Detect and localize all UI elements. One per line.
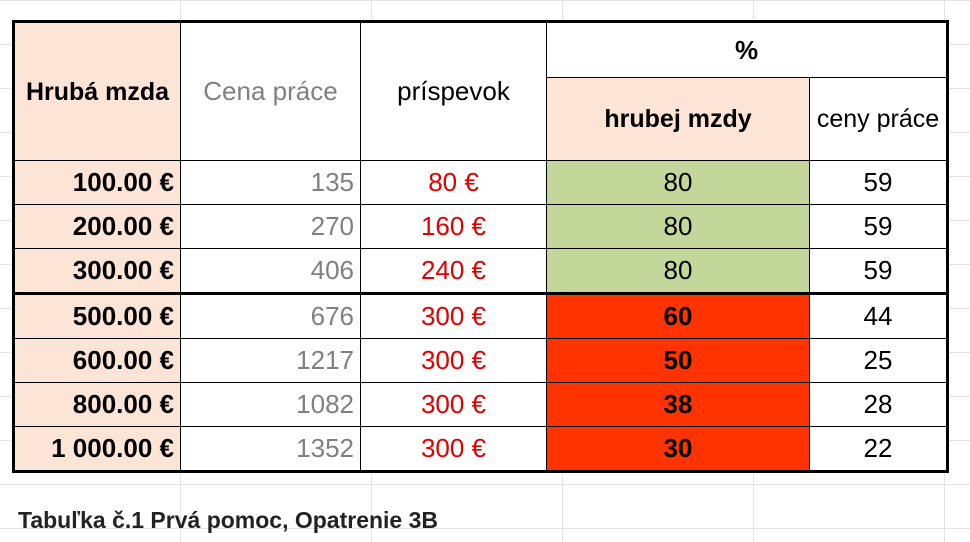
cell-prispevok[interactable]: 300 €: [360, 426, 547, 472]
cell-cena-prace[interactable]: 135: [180, 160, 361, 205]
cell-pct-hrubej[interactable]: 60: [546, 292, 810, 339]
cell-pct-ceny[interactable]: 28: [809, 382, 948, 427]
cell-cena-prace[interactable]: 270: [180, 204, 361, 249]
cell-hruba-mzda[interactable]: 1 000.00 €: [13, 426, 181, 472]
cell-pct-hrubej[interactable]: 80: [546, 160, 810, 205]
header-row-top: Hrubá mzda Cena práce príspevok %: [13, 21, 948, 161]
cell-pct-hrubej[interactable]: 38: [546, 382, 810, 427]
cell-pct-ceny[interactable]: 44: [809, 292, 948, 339]
cell-pct-hrubej[interactable]: 80: [546, 204, 810, 249]
cell-prispevok[interactable]: 300 €: [360, 382, 547, 427]
cell-pct-ceny[interactable]: 59: [809, 160, 948, 205]
header-hrubej-mzdy[interactable]: hrubej mzdy: [546, 77, 810, 161]
cell-hruba-mzda[interactable]: 800.00 €: [13, 382, 181, 427]
header-hruba-mzda[interactable]: Hrubá mzda: [13, 21, 181, 161]
cell-hruba-mzda[interactable]: 600.00 €: [13, 338, 181, 383]
cell-hruba-mzda[interactable]: 100.00 €: [13, 160, 181, 205]
cell-pct-ceny[interactable]: 25: [809, 338, 948, 383]
header-percent[interactable]: %: [546, 21, 948, 78]
cell-hruba-mzda[interactable]: 500.00 €: [13, 292, 181, 339]
cell-prispevok[interactable]: 80 €: [360, 160, 547, 205]
header-cena-prace[interactable]: Cena práce: [180, 21, 361, 161]
cell-pct-hrubej[interactable]: 80: [546, 248, 810, 294]
table-container: Hrubá mzda Cena práce príspevok % hrubej…: [12, 20, 949, 473]
table-row: 1 000.00 € 1352 300 € 30 22: [13, 426, 948, 472]
cell-cena-prace[interactable]: 676: [180, 292, 361, 339]
cell-pct-ceny[interactable]: 59: [809, 204, 948, 249]
table-row: 300.00 € 406 240 € 80 59: [13, 248, 948, 294]
table-caption: Tabuľka č.1 Prvá pomoc, Opatrenie 3B: [18, 507, 439, 533]
table-row: 200.00 € 270 160 € 80 59: [13, 204, 948, 249]
table-row: 800.00 € 1082 300 € 38 28: [13, 382, 948, 427]
header-ceny-prace[interactable]: ceny práce: [809, 77, 948, 161]
cell-hruba-mzda[interactable]: 300.00 €: [13, 248, 181, 294]
cell-cena-prace[interactable]: 406: [180, 248, 361, 294]
cell-pct-hrubej[interactable]: 30: [546, 426, 810, 472]
cell-cena-prace[interactable]: 1082: [180, 382, 361, 427]
cell-pct-ceny[interactable]: 59: [809, 248, 948, 294]
cell-hruba-mzda[interactable]: 200.00 €: [13, 204, 181, 249]
table-row: 100.00 € 135 80 € 80 59: [13, 160, 948, 205]
cell-prispevok[interactable]: 160 €: [360, 204, 547, 249]
cell-pct-ceny[interactable]: 22: [809, 426, 948, 472]
cell-cena-prace[interactable]: 1352: [180, 426, 361, 472]
table-row: 600.00 € 1217 300 € 50 25: [13, 338, 948, 383]
cell-prispevok[interactable]: 300 €: [360, 338, 547, 383]
cell-prispevok[interactable]: 300 €: [360, 292, 547, 339]
contribution-table: Hrubá mzda Cena práce príspevok % hrubej…: [12, 20, 949, 473]
table-row: 500.00 € 676 300 € 60 44: [13, 292, 948, 339]
cell-prispevok[interactable]: 240 €: [360, 248, 547, 294]
header-prispevok[interactable]: príspevok: [360, 21, 547, 161]
cell-pct-hrubej[interactable]: 50: [546, 338, 810, 383]
cell-cena-prace[interactable]: 1217: [180, 338, 361, 383]
header-row-bottom: hrubej mzdy ceny práce: [14, 77, 948, 161]
